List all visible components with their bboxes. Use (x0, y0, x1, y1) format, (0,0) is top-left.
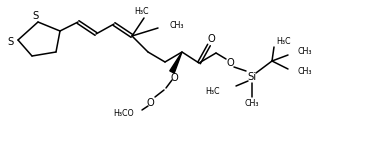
Text: O: O (226, 58, 234, 68)
Text: H₃C: H₃C (206, 86, 220, 96)
Text: Si: Si (248, 72, 257, 82)
Text: CH₃: CH₃ (298, 66, 312, 76)
Text: CH₃: CH₃ (170, 21, 185, 31)
Text: O: O (207, 34, 215, 44)
Text: H₃CO: H₃CO (113, 110, 134, 118)
Text: O: O (146, 98, 154, 108)
Text: O: O (170, 73, 178, 83)
Polygon shape (170, 52, 182, 73)
Text: S: S (8, 37, 14, 47)
Text: H₃C: H₃C (276, 37, 290, 45)
Text: CH₃: CH₃ (298, 48, 312, 56)
Text: H₃C: H₃C (135, 7, 149, 17)
Text: CH₃: CH₃ (245, 100, 259, 108)
Text: S: S (33, 11, 39, 21)
